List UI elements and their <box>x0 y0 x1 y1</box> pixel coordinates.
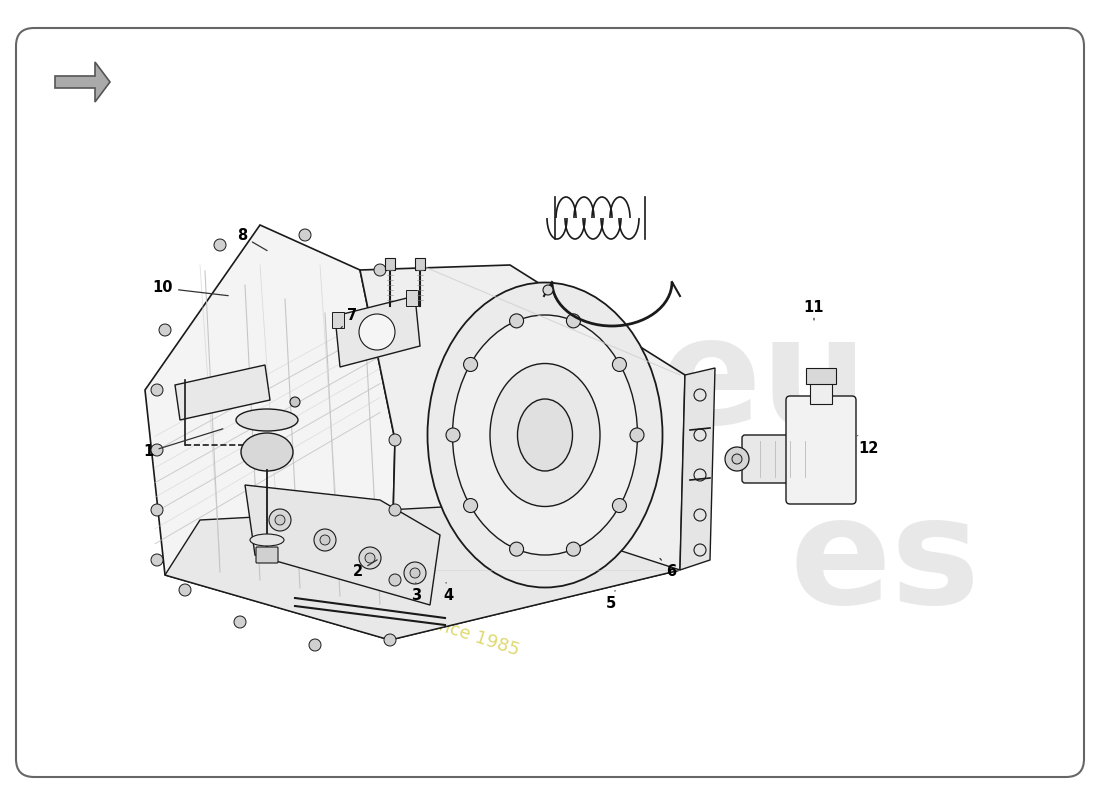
Circle shape <box>314 529 336 551</box>
Bar <box>332 312 344 328</box>
Circle shape <box>234 616 246 628</box>
FancyBboxPatch shape <box>16 28 1084 777</box>
Bar <box>415 258 425 270</box>
Text: 4: 4 <box>443 582 454 603</box>
Text: 1: 1 <box>143 429 223 459</box>
Ellipse shape <box>250 534 284 546</box>
Circle shape <box>630 428 644 442</box>
Circle shape <box>179 584 191 596</box>
Circle shape <box>359 547 381 569</box>
Polygon shape <box>680 368 715 570</box>
Circle shape <box>389 434 402 446</box>
Polygon shape <box>245 485 440 605</box>
Circle shape <box>543 285 553 295</box>
Text: 8: 8 <box>236 229 267 250</box>
Ellipse shape <box>517 399 572 471</box>
Circle shape <box>151 504 163 516</box>
Ellipse shape <box>490 363 600 506</box>
Circle shape <box>463 358 477 371</box>
Circle shape <box>275 515 285 525</box>
Circle shape <box>613 498 626 513</box>
Ellipse shape <box>452 315 638 555</box>
Circle shape <box>613 358 626 371</box>
Circle shape <box>151 554 163 566</box>
Circle shape <box>509 314 524 328</box>
FancyBboxPatch shape <box>786 396 856 504</box>
Bar <box>406 290 418 306</box>
Text: eu: eu <box>660 310 869 455</box>
Text: 11: 11 <box>804 301 824 320</box>
Circle shape <box>214 239 225 251</box>
Text: 3: 3 <box>410 582 421 603</box>
Ellipse shape <box>236 409 298 431</box>
Circle shape <box>725 447 749 471</box>
Circle shape <box>299 229 311 241</box>
Circle shape <box>374 264 386 276</box>
FancyBboxPatch shape <box>256 547 278 563</box>
Circle shape <box>270 509 292 531</box>
Polygon shape <box>145 225 395 640</box>
Text: 10: 10 <box>153 281 228 296</box>
Text: 7: 7 <box>341 309 358 328</box>
Circle shape <box>732 454 742 464</box>
Text: es: es <box>790 490 981 635</box>
Bar <box>810 382 832 404</box>
Circle shape <box>463 498 477 513</box>
Circle shape <box>509 542 524 556</box>
Circle shape <box>404 562 426 584</box>
Circle shape <box>309 639 321 651</box>
Circle shape <box>320 535 330 545</box>
Circle shape <box>160 324 170 336</box>
Ellipse shape <box>428 282 662 587</box>
Circle shape <box>151 384 163 396</box>
Circle shape <box>389 504 402 516</box>
Circle shape <box>151 444 163 456</box>
Bar <box>385 258 395 270</box>
Circle shape <box>566 542 581 556</box>
Circle shape <box>566 314 581 328</box>
Circle shape <box>446 428 460 442</box>
Polygon shape <box>360 265 685 640</box>
Circle shape <box>359 314 395 350</box>
Circle shape <box>384 634 396 646</box>
Circle shape <box>389 574 402 586</box>
Polygon shape <box>55 62 110 102</box>
Circle shape <box>290 397 300 407</box>
Text: 2: 2 <box>352 560 377 579</box>
Text: 12: 12 <box>858 436 879 455</box>
Polygon shape <box>175 365 270 420</box>
Polygon shape <box>336 296 420 367</box>
Text: 5: 5 <box>605 590 616 611</box>
Ellipse shape <box>241 433 293 471</box>
Circle shape <box>410 568 420 578</box>
Polygon shape <box>165 505 680 640</box>
FancyBboxPatch shape <box>742 435 826 483</box>
Text: a passion for cars since 1985: a passion for cars since 1985 <box>265 562 521 660</box>
Text: 6: 6 <box>660 558 676 579</box>
Bar <box>806 368 836 384</box>
Circle shape <box>365 553 375 563</box>
